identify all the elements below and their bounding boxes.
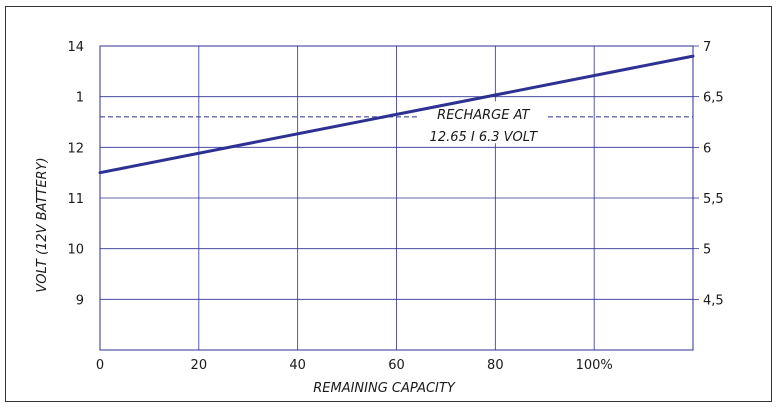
y-tick-label: 9 (76, 293, 84, 308)
y-tick-label: 10 (67, 243, 84, 258)
chart-frame (5, 6, 772, 402)
annotation-background (419, 101, 548, 144)
y2-tick-label: 6,5 (703, 91, 724, 106)
plot-area: RECHARGE AT 12.65 I 6.3 VOLT (98, 54, 695, 175)
y-axis-label: VOLT (12V BATTERY) (35, 157, 50, 292)
x-tick-label: 0 (96, 358, 104, 373)
y-tick-label: 1 (76, 91, 84, 106)
x-tick-label: 100% (576, 358, 613, 373)
x-tick-label: 80 (487, 358, 504, 373)
y2-tick-label: 5 (703, 243, 711, 258)
y2-tick-label: 7 (703, 40, 711, 55)
y-tick-label: 12 (67, 141, 84, 156)
x-axis-label: REMAINING CAPACITY (313, 381, 456, 396)
y2-tick-label: 4,5 (703, 293, 724, 308)
x-axis-ticks: 0 20 40 60 80 100% (96, 358, 613, 373)
annotation-line: 12.65 I 6.3 VOLT (430, 130, 539, 145)
grid (99, 45, 699, 351)
x-tick-label: 60 (388, 358, 405, 373)
y-axis-ticks-left: 9 10 11 12 1 14 (67, 40, 84, 308)
voltage-series-line (98, 54, 695, 175)
x-tick-label: 20 (191, 358, 208, 373)
y-axis-ticks-right: 4,5 5 5,5 6 6,5 7 (703, 40, 724, 308)
annotation-line: RECHARGE AT (437, 108, 530, 123)
x-tick-label: 40 (289, 358, 306, 373)
y2-tick-label: 6 (703, 141, 711, 156)
y2-tick-label: 5,5 (703, 192, 724, 207)
y-tick-label: 14 (67, 40, 84, 55)
y-tick-label: 11 (67, 192, 84, 207)
